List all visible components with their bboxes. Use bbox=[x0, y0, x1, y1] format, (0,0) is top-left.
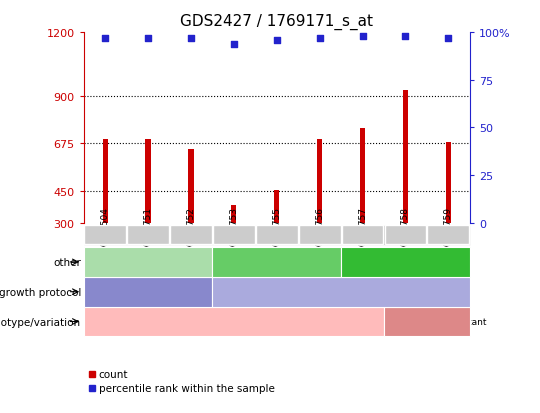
Point bbox=[358, 33, 367, 40]
Text: arginine repressor mutant: arginine repressor mutant bbox=[368, 317, 486, 326]
Text: derepression: derepression bbox=[376, 258, 435, 267]
Bar bbox=[231, 205, 237, 223]
Point bbox=[144, 36, 152, 42]
Text: growth protocol: growth protocol bbox=[0, 287, 81, 297]
Bar bbox=[403, 90, 408, 223]
Text: GSM106759: GSM106759 bbox=[444, 207, 453, 261]
Text: genotype/variation: genotype/variation bbox=[0, 317, 81, 327]
Bar bbox=[188, 150, 193, 223]
Text: GSM106755: GSM106755 bbox=[272, 207, 281, 261]
Bar bbox=[145, 140, 151, 223]
Text: without arginine: without arginine bbox=[111, 287, 185, 297]
Text: GSM106758: GSM106758 bbox=[401, 207, 410, 261]
Point bbox=[273, 37, 281, 44]
Text: GSM106752: GSM106752 bbox=[186, 207, 195, 261]
Text: full repression: full repression bbox=[245, 258, 309, 267]
Text: GSM106753: GSM106753 bbox=[230, 207, 238, 261]
Text: percentile rank within the sample: percentile rank within the sample bbox=[99, 383, 275, 393]
Point bbox=[444, 36, 453, 42]
Text: GSM106757: GSM106757 bbox=[358, 207, 367, 261]
Point bbox=[187, 36, 195, 42]
Text: GSM106756: GSM106756 bbox=[315, 207, 324, 261]
Text: with arginine: with arginine bbox=[312, 287, 371, 297]
Point bbox=[230, 41, 238, 48]
Text: GSM106751: GSM106751 bbox=[144, 207, 153, 261]
Bar bbox=[446, 142, 451, 223]
Text: wild-type: wild-type bbox=[213, 317, 255, 326]
Bar bbox=[274, 190, 279, 223]
Point bbox=[101, 36, 110, 42]
Point bbox=[401, 33, 410, 40]
Bar bbox=[360, 128, 365, 223]
Text: partial repression: partial repression bbox=[109, 258, 188, 267]
Text: count: count bbox=[99, 369, 129, 379]
Bar bbox=[317, 140, 322, 223]
Point bbox=[315, 36, 324, 42]
Bar bbox=[103, 140, 107, 223]
Text: GSM106504: GSM106504 bbox=[100, 207, 110, 261]
Title: GDS2427 / 1769171_s_at: GDS2427 / 1769171_s_at bbox=[180, 14, 373, 30]
Text: other: other bbox=[53, 257, 81, 267]
